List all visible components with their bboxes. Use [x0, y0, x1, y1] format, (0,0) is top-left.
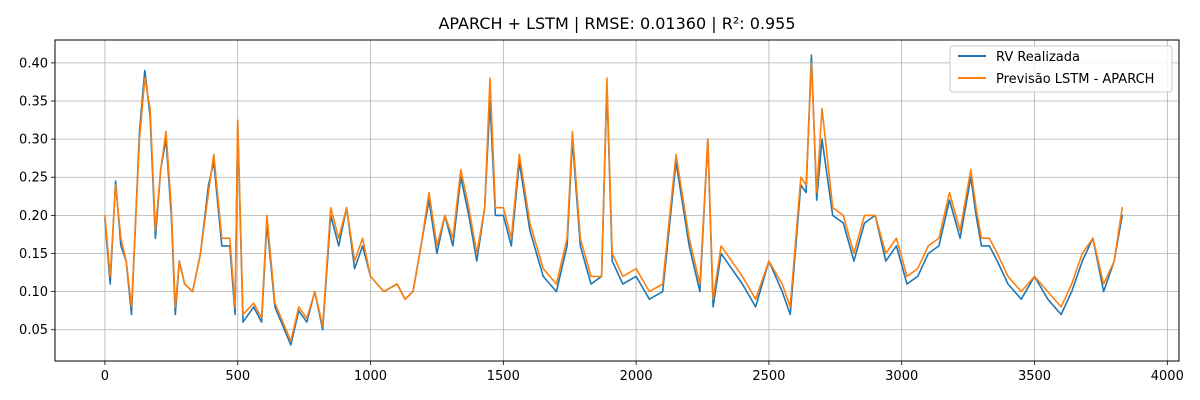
y-tick-label: 0.40 [19, 56, 48, 71]
x-tick-label: 1000 [354, 369, 387, 384]
x-tick-label: 1500 [487, 369, 520, 384]
y-tick-label: 0.10 [19, 285, 48, 300]
chart-title: APARCH + LSTM | RMSE: 0.01360 | R²: 0.95… [438, 14, 795, 33]
legend-label-previsao-lstm-aparch: Previsão LSTM - APARCH [996, 72, 1154, 87]
plot-area-frame [54, 39, 1180, 362]
grid [55, 40, 1179, 361]
x-tick-label: 2500 [752, 369, 785, 384]
x-tick-label: 4000 [1151, 369, 1184, 384]
legend-label-rv-realizada: RV Realizada [996, 50, 1080, 65]
y-tick-label: 0.25 [19, 171, 48, 186]
y-tick-label: 0.20 [19, 209, 48, 224]
series-line-previsao-lstm-aparch [104, 62, 1123, 342]
axes: 0 500 1000 1500 2000 2500 3000 3500 4000 0.05 0.10… [19, 56, 1184, 384]
x-tick-label: 3500 [1018, 369, 1051, 384]
legend-box [949, 45, 1173, 93]
y-tick-label: 0.35 [19, 94, 48, 109]
series-group [104, 54, 1123, 346]
legend: RV Realizada Previsão LSTM - APARCH [949, 45, 1173, 93]
x-tick-label: 0 [101, 369, 109, 384]
x-tick-label: 3000 [885, 369, 918, 384]
y-tick-label: 0.15 [19, 247, 48, 262]
x-tick-label: 500 [225, 369, 250, 384]
x-tick-label: 2000 [620, 369, 653, 384]
y-tick-label: 0.05 [19, 323, 48, 338]
y-tick-label: 0.30 [19, 133, 48, 148]
